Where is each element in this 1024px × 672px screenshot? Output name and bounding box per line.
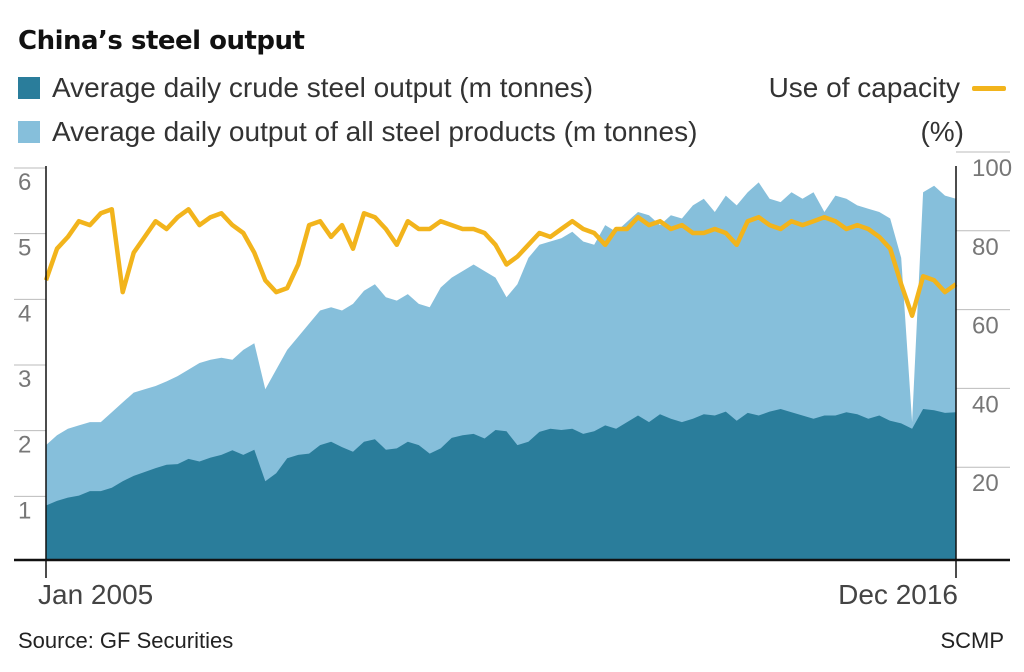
left-tick-label: 6 bbox=[18, 169, 31, 196]
credit-note: SCMP bbox=[940, 628, 1004, 653]
capacity-line bbox=[43, 207, 958, 318]
x-tick-label-end: Dec 2016 bbox=[838, 579, 958, 610]
crude-area bbox=[46, 409, 956, 560]
right-tick-label: 40 bbox=[972, 391, 999, 418]
legend-crude-swatch bbox=[18, 77, 40, 99]
legend-capacity: Use of capacity bbox=[769, 72, 1006, 104]
right-tick-label: 100 bbox=[972, 155, 1012, 182]
legend-capacity-unit: (%) bbox=[920, 116, 964, 147]
legend-crude: Average daily crude steel output (m tonn… bbox=[18, 72, 593, 104]
left-tick-label: 2 bbox=[18, 432, 31, 459]
legend-capacity-label: Use of capacity bbox=[768, 72, 960, 103]
legend-capacity-line bbox=[972, 85, 1006, 91]
legend-products: Average daily output of all steel produc… bbox=[18, 116, 697, 148]
legend-products-swatch bbox=[18, 121, 40, 143]
right-tick-label: 60 bbox=[972, 313, 999, 340]
left-tick-label: 3 bbox=[18, 366, 31, 393]
x-tick-label-start: Jan 2005 bbox=[38, 579, 153, 610]
right-tick-label: 80 bbox=[972, 234, 999, 261]
legend-crude-label: Average daily crude steel output (m tonn… bbox=[52, 72, 594, 103]
left-tick-label: 4 bbox=[18, 300, 31, 327]
left-tick-label: 1 bbox=[18, 497, 31, 524]
source-note: Source: GF Securities bbox=[18, 628, 234, 653]
chart-title: China’s steel output bbox=[18, 26, 305, 56]
left-tick-label: 5 bbox=[18, 235, 31, 262]
right-tick-label: 20 bbox=[972, 470, 999, 497]
legend-products-label: Average daily output of all steel produc… bbox=[52, 116, 698, 147]
